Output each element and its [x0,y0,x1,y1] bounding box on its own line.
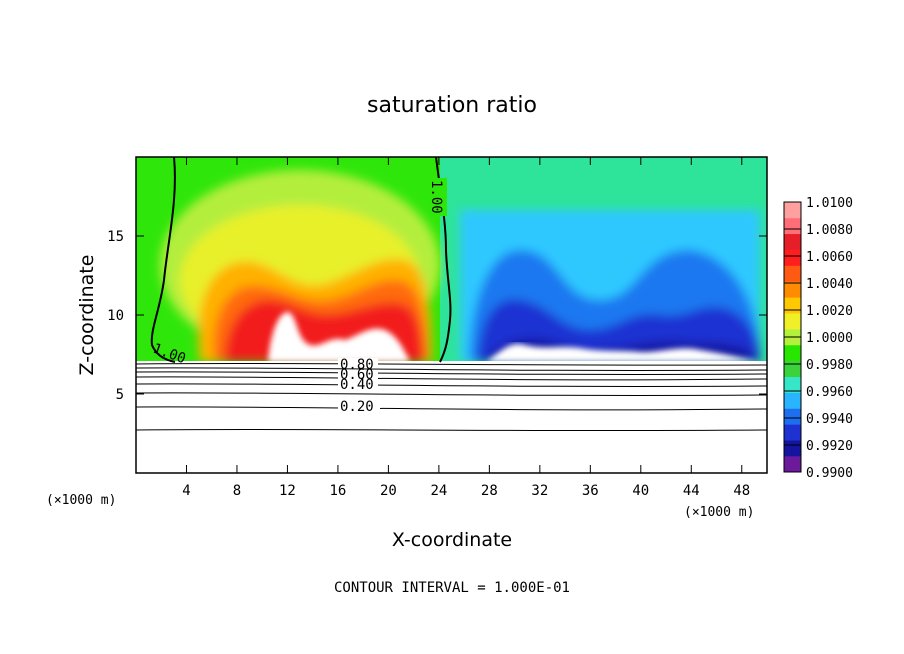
x-tick-label-16: 16 [329,483,346,499]
colorbar-swatch-0 [784,456,801,473]
x-tick-label-8: 8 [233,483,241,499]
colorbar-swatch-13 [784,249,801,266]
contour-line-8 [136,428,767,432]
colorbar-swatch-12 [784,265,801,282]
x-tick-label-36: 36 [582,483,599,499]
contour-line-1 [136,362,767,366]
contour-interval-note: CONTOUR INTERVAL = 1.000E-01 [334,580,570,596]
colorbar-swatch-5 [784,376,801,393]
colorbar-label-1.0020: 1.0020 [806,304,853,319]
z-unit-label: (×1000 m) [46,493,116,508]
contour-1-00-left [150,157,176,363]
x-tick-label-24: 24 [430,483,447,499]
white-peak-left [268,312,410,362]
x-tick-label-40: 40 [632,483,649,499]
colorbar-swatch-4 [784,392,801,409]
colorbar-label-0.9980: 0.9980 [806,358,853,373]
colorbar-swatch-3 [784,408,801,425]
colorbar-label-1.0080: 1.0080 [806,223,853,238]
contour-line-6 [136,392,767,396]
contour-label-0-20: 0.20 [340,399,374,415]
colorbar-label-1.0060: 1.0060 [806,250,853,265]
x-tick-label-12: 12 [279,483,296,499]
x-tick-label-28: 28 [481,483,498,499]
colorbar-label-1.0000: 1.0000 [806,331,853,346]
contour-line-7 [136,406,767,411]
x-tick-label-32: 32 [531,483,548,499]
colorbar-swatch-1 [784,440,801,457]
colorbar-swatch-7 [784,344,801,362]
colorbar-label-1.0040: 1.0040 [806,277,853,292]
y-tick-label-5: 5 [116,387,124,403]
colorbar [783,201,802,473]
colorbar-label-0.9940: 0.9940 [806,412,853,427]
x-tick-label-20: 20 [380,483,397,499]
y-axis-ticks: 5 10 15 [107,229,767,403]
x-axis-ticks: 4 8 12 16 20 24 28 32 36 40 44 48 [182,157,750,499]
contour-line-4 [136,376,767,381]
x-unit-label: (×1000 m) [684,505,754,520]
contour-line-5 [136,383,767,387]
colorbar-swatch-11 [784,281,801,298]
contour-labels: 1.00 1.00 0.80 0.60 0.40 0.20 [151,178,447,415]
contour-line-3 [136,371,767,375]
x-tick-label-4: 4 [182,483,190,499]
colorbar-label-0.9920: 0.9920 [806,439,853,454]
contour-line-2 [136,367,767,371]
contour-label-0-80: 0.80 [340,357,374,373]
x-tick-label-48: 48 [733,483,750,499]
colorbar-label-0.9960: 0.9960 [806,385,853,400]
x-axis-title: X-coordinate [392,529,512,551]
y-tick-label-15: 15 [107,229,124,245]
lower-white-area [136,361,767,473]
x-tick-label-44: 44 [683,483,700,499]
heatmap-field [136,157,767,473]
colorbar-swatch-15 [784,217,801,235]
colorbar-swatch-9 [784,313,801,330]
white-peak-right [486,343,760,362]
y-axis-title: Z-coordinate [76,255,98,376]
colorbar-label-1.0100: 1.0100 [806,196,853,211]
colorbar-swatch-16 [784,202,801,219]
colorbar-tick-labels: 0.9900 0.9920 0.9940 0.9960 0.9980 1.0000 1.00… [784,196,853,481]
colorbar-swatch-6 [784,360,801,378]
contour-lines [136,157,767,432]
y-tick-label-10: 10 [107,308,124,324]
colorbar-label-0.9900: 0.9900 [806,466,853,481]
colorbar-swatch-2 [784,424,801,441]
contour-label-0-40: 0.40 [340,377,374,393]
chart-title: saturation ratio [367,93,537,118]
contour-label-1-00-top: 1.00 [428,180,444,214]
colorbar-swatch-10 [784,297,801,314]
colorbar-swatch-14 [784,233,801,250]
